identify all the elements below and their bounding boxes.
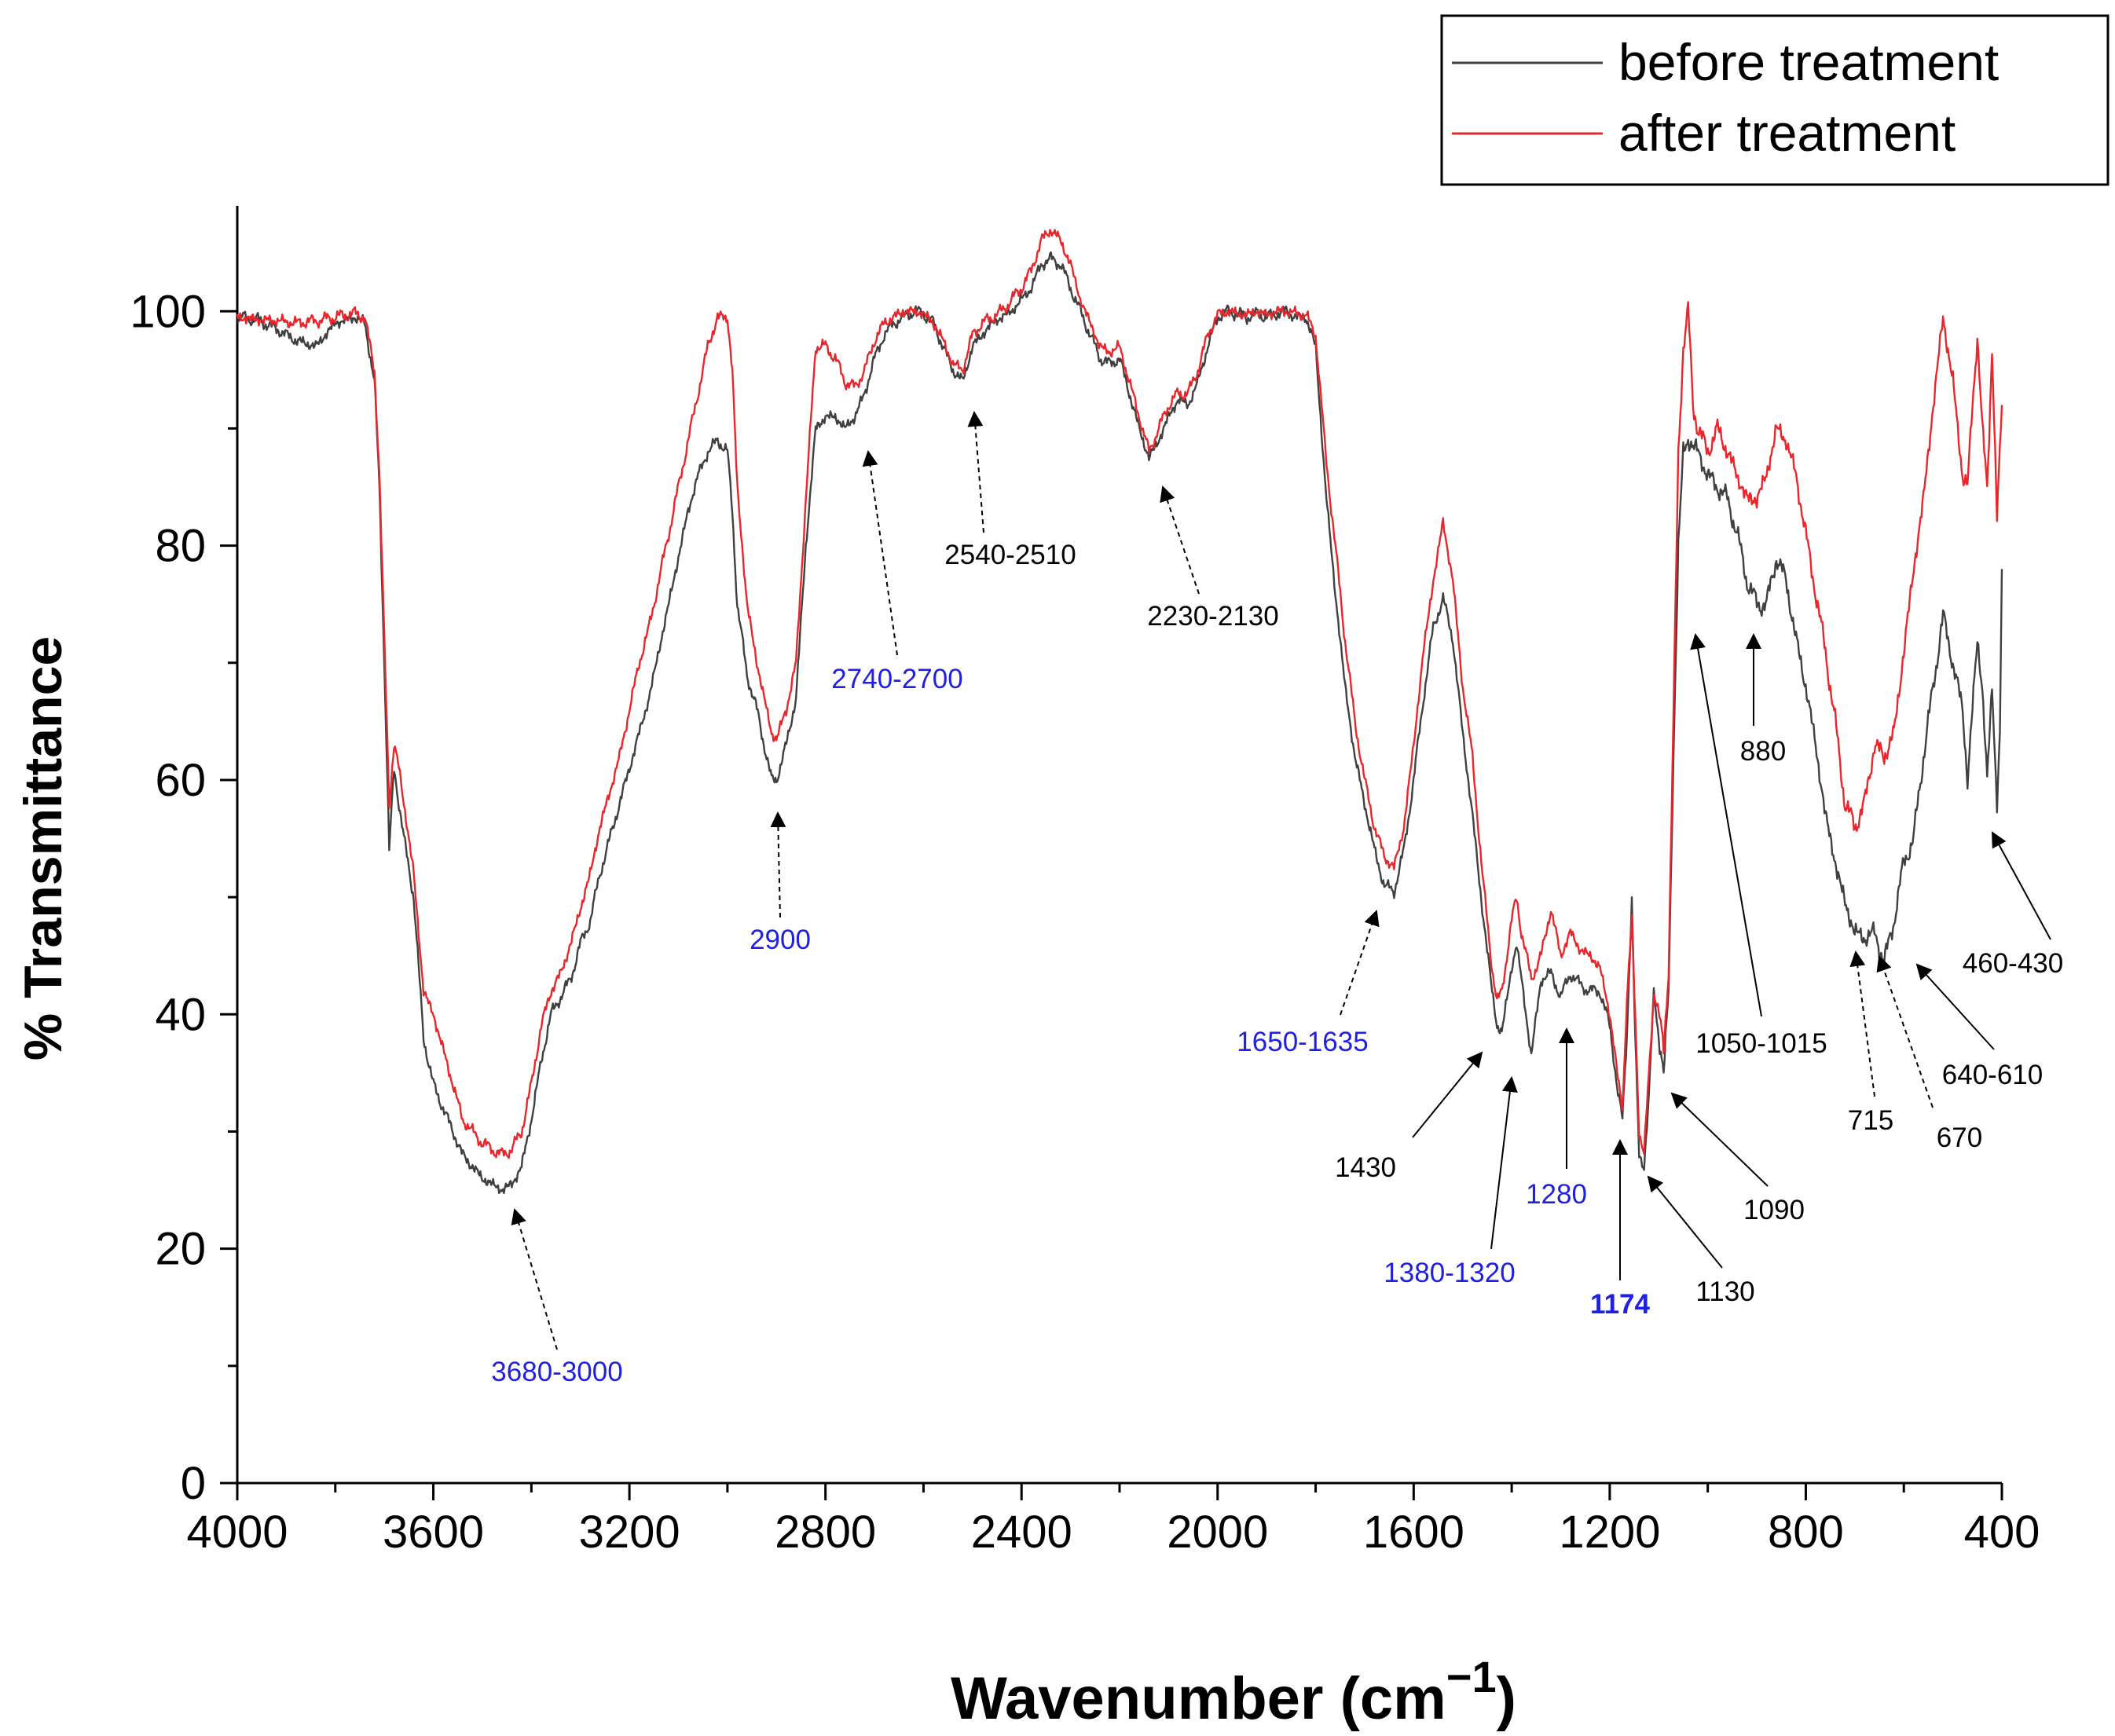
annotation-label: 1174 [1590,1289,1650,1320]
annotation-arrow [1670,1092,1769,1187]
series-line-before [236,251,2003,1195]
annotation-arrow [1915,963,1995,1050]
annotation-arrow [1690,633,1762,1017]
annotation-label: 460-430 [1963,948,2063,979]
y-tick-label: 20 [155,1224,206,1275]
annotation-label: 1130 [1695,1276,1754,1307]
legend-box [1440,14,2110,186]
annotation-arrow [511,1208,558,1350]
x-tick-label: 2000 [1167,1507,1268,1558]
x-tick-label: 2400 [971,1507,1072,1558]
annotation-label: 2740-2700 [831,664,962,694]
x-tick-label: 4000 [186,1507,288,1558]
annotation-label: 880 [1740,736,1786,767]
x-axis-title-main: Wavenumber (cm [951,1665,1446,1732]
x-tick-label: 3200 [579,1507,680,1558]
legend-label-before: before treatment [1618,33,1999,91]
x-tick-label: 1200 [1559,1507,1660,1558]
plot-area: 4000 3600 3200 2800 2400 2000 1600 1200 800 40002… [130,206,2040,1558]
annotation-label: 1650-1635 [1237,1027,1368,1057]
annotation-arrow [1647,1175,1723,1269]
annotation-label: 1380-1320 [1384,1258,1515,1288]
annotation-arrow [1992,831,2051,940]
annotation-arrow [1160,485,1200,595]
x-tick-label: 800 [1768,1507,1844,1558]
annotation-label: 3680-3000 [491,1357,622,1387]
annotation-label: 2900 [750,925,811,955]
annotations: 3680-3000 2900 2740-2700 2540-2510 2230-2130… [491,411,2063,1387]
x-tick-label: 400 [1964,1507,2040,1558]
x-axis-title-close: ) [1497,1665,1516,1732]
annotation-label: 670 [1937,1123,1982,1153]
annotation-label: 640-610 [1942,1060,2043,1090]
y-tick-label: 40 [155,989,206,1040]
x-axis-title-superscript: −1 [1446,1652,1497,1701]
y-tick-label: 0 [181,1458,206,1509]
legend-label-after: after treatment [1618,104,1956,162]
annotation-arrow [967,411,984,533]
annotation-arrow [1412,1051,1483,1138]
annotation-arrow [862,450,898,656]
annotation-label: 1050-1015 [1695,1028,1827,1059]
annotation-label: 2540-2510 [944,540,1076,570]
annotation-arrow [1876,955,1934,1108]
x-axis-title: Wavenumber (cm−1) [951,1652,1516,1732]
annotation-arrow [770,811,786,918]
y-tick-label: 100 [130,286,206,337]
annotation-label: 1090 [1743,1195,1805,1225]
annotation-arrow [1490,1076,1518,1250]
y-tick-label: 60 [155,755,206,806]
series-line-after [236,229,2003,1159]
x-tick-label: 1600 [1363,1507,1464,1558]
y-tick-label: 80 [155,521,206,572]
annotation-label: 1280 [1526,1179,1587,1210]
x-tick-label: 2800 [775,1507,876,1558]
x-tick-label: 3600 [383,1507,484,1558]
annotation-label: 2230-2130 [1147,601,1278,632]
annotation-label: 715 [1848,1105,1893,1136]
annotation-label: 1430 [1335,1152,1396,1183]
annotation-arrow [1340,910,1380,1016]
annotation-arrow [1849,950,1875,1097]
y-axis-title: % Transmittance [13,636,73,1060]
legend: before treatment after treatment [1440,14,2110,186]
